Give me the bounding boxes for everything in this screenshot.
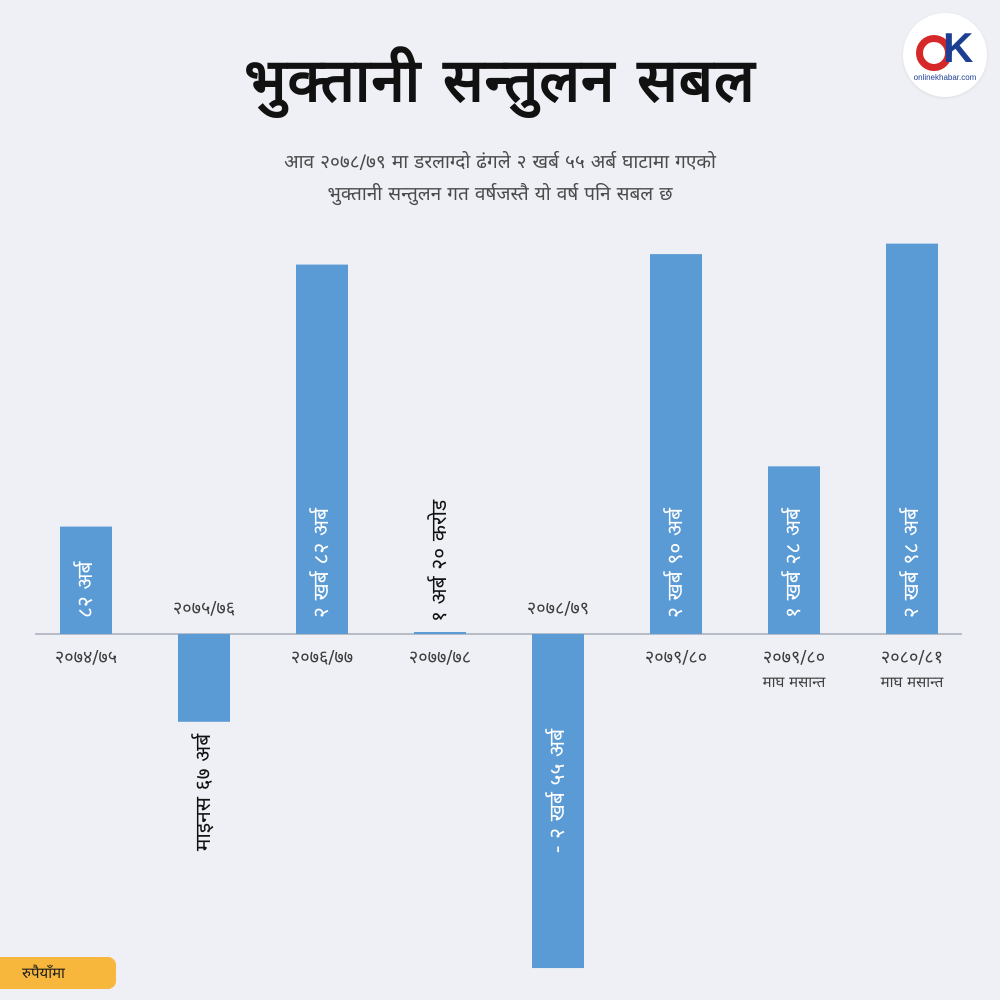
bar-7 — [886, 243, 938, 634]
data-label-0: ८२ अर्ब — [73, 560, 97, 618]
data-label-5: २ खर्ब ९० अर्ब — [663, 507, 687, 618]
logo-k-icon: K — [943, 24, 974, 71]
logo-o-icon — [916, 35, 952, 71]
x-tick-label-1: २०७५/७६ — [173, 598, 235, 619]
logo-text: onlinekhabar.com — [913, 73, 977, 82]
bar-1 — [178, 634, 230, 722]
bar-0 — [60, 526, 112, 634]
bar-5 — [650, 254, 702, 634]
subtitle-line-2: भुक्तानी सन्तुलन गत वर्षजस्तै यो वर्ष पन… — [327, 183, 673, 205]
bar-6 — [768, 466, 820, 634]
x-tick-sublabel-6: माघ मसान्त — [763, 673, 826, 691]
x-tick-label-2: २०७६/७७ — [291, 647, 353, 668]
bar-3 — [414, 632, 466, 634]
unit-label: रुपैयाँमा — [0, 957, 116, 989]
x-tick-sublabel-7: माघ मसान्त — [881, 673, 944, 691]
data-label-3: १ अर्ब २० करोड — [427, 499, 451, 622]
bar-2 — [296, 264, 348, 634]
subtitle: आव २०७८/७९ मा डरलाग्दो ढंगले २ खर्ब ५५ अ… — [150, 146, 850, 210]
x-tick-label-3: २०७७/७८ — [409, 647, 471, 668]
bar-4 — [532, 634, 584, 969]
subtitle-line-1: आव २०७८/७९ मा डरलाग्दो ढंगले २ खर्ब ५५ अ… — [284, 151, 716, 173]
x-tick-label-5: २०७९/८० — [645, 647, 707, 668]
x-tick-label-7: २०८०/८१ — [881, 647, 943, 668]
x-tick-label-4: २०७८/७९ — [527, 598, 589, 619]
data-label-7: २ खर्ब ९८ अर्ब — [899, 507, 923, 618]
x-tick-label-6: २०७९/८० — [763, 647, 825, 668]
page-title: भुक्तानी सन्तुलन सबल — [244, 46, 756, 116]
data-label-2: २ खर्ब ८२ अर्ब — [309, 507, 333, 618]
onlinekhabar-logo[interactable]: K onlinekhabar.com — [903, 13, 987, 97]
x-tick-label-0: २०७४/७५ — [55, 647, 117, 668]
data-label-1: माइनस ६७ अर्ब — [191, 733, 215, 851]
data-label-6: १ खर्ब २८ अर्ब — [781, 507, 805, 618]
data-label-4: - २ खर्ब ५५ अर्ब — [545, 728, 569, 853]
